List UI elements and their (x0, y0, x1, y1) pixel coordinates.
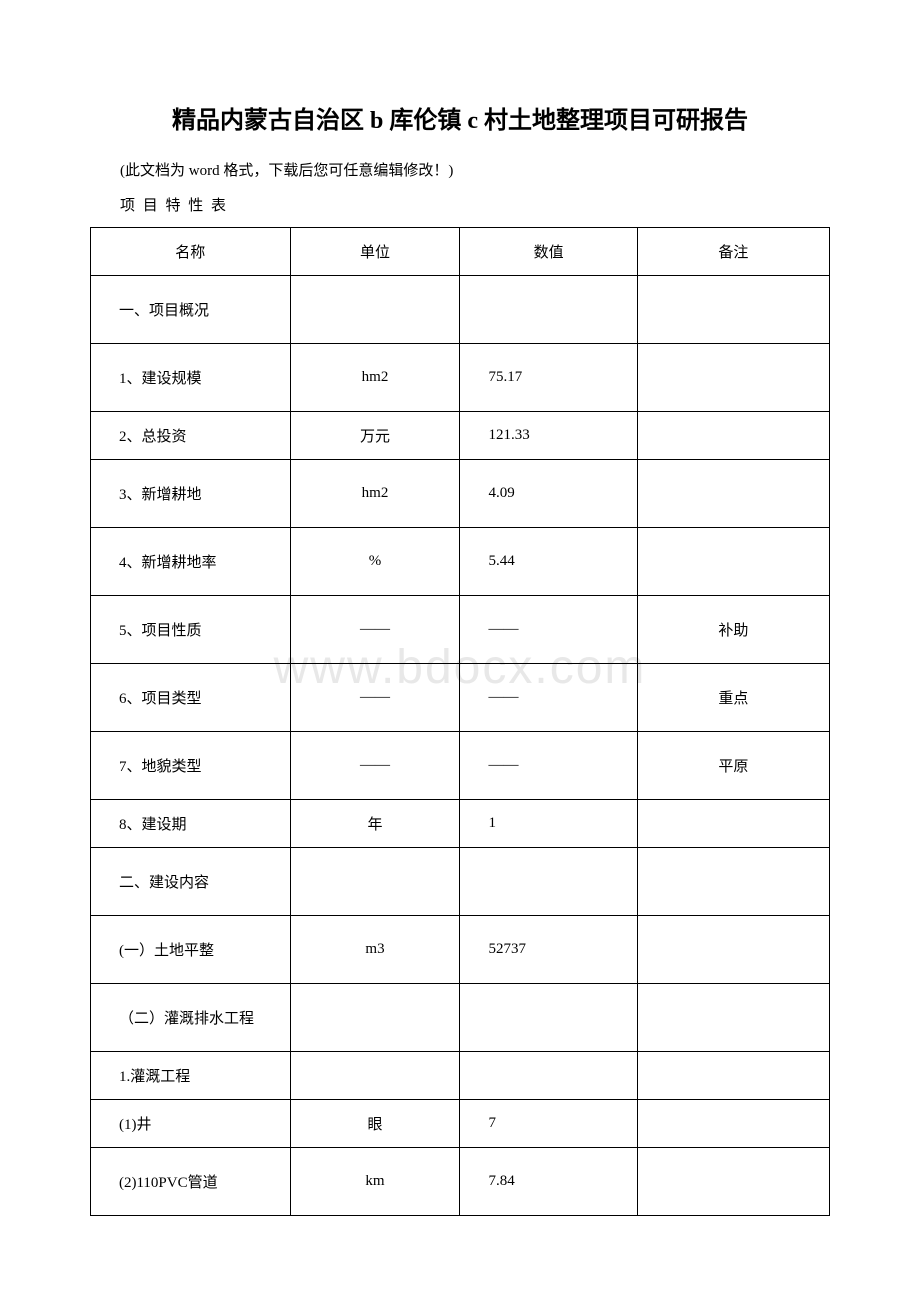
table-cell-name: (1)井 (91, 1100, 291, 1148)
table-cell-name: 6、项目类型 (91, 664, 291, 732)
table-cell-name: 1、建设规模 (91, 344, 291, 412)
table-cell-value: —— (460, 664, 637, 732)
table-cell-unit (290, 984, 460, 1052)
table-cell-note (637, 276, 829, 344)
table-cell-value: 75.17 (460, 344, 637, 412)
document-title: 精品内蒙古自治区 b 库伦镇 c 村土地整理项目可研报告 (90, 100, 830, 135)
table-cell-name: 2、总投资 (91, 412, 291, 460)
table-header-cell: 名称 (91, 228, 291, 276)
table-cell-name: 一、项目概况 (91, 276, 291, 344)
table-cell-name: 1.灌溉工程 (91, 1052, 291, 1100)
table-cell-value: 5.44 (460, 528, 637, 596)
table-cell-note (637, 848, 829, 916)
table-cell-note (637, 916, 829, 984)
table-cell-unit: 眼 (290, 1100, 460, 1148)
table-cell-value: 121.33 (460, 412, 637, 460)
table-header-cell: 单位 (290, 228, 460, 276)
document-content: 精品内蒙古自治区 b 库伦镇 c 村土地整理项目可研报告 (此文档为 word … (90, 100, 830, 1216)
table-cell-unit (290, 1052, 460, 1100)
table-row: (一）土地平整m352737 (91, 916, 830, 984)
table-cell-name: 4、新增耕地率 (91, 528, 291, 596)
table-row: 1.灌溉工程 (91, 1052, 830, 1100)
table-cell-unit: km (290, 1148, 460, 1216)
table-cell-value (460, 848, 637, 916)
table-cell-unit: 年 (290, 800, 460, 848)
table-row: 二、建设内容 (91, 848, 830, 916)
characteristics-table: 名称单位数值备注一、项目概况1、建设规模hm275.172、总投资万元121.3… (90, 227, 830, 1216)
table-cell-unit: hm2 (290, 460, 460, 528)
table-row: 8、建设期年1 (91, 800, 830, 848)
table-cell-unit: —— (290, 664, 460, 732)
table-cell-unit: hm2 (290, 344, 460, 412)
table-cell-note: 补助 (637, 596, 829, 664)
table-caption: 项 目 特 性 表 (90, 194, 830, 215)
table-row: （二）灌溉排水工程 (91, 984, 830, 1052)
document-subtitle: (此文档为 word 格式，下载后您可任意编辑修改！) (90, 159, 830, 180)
table-row: (2)110PVC管道km7.84 (91, 1148, 830, 1216)
table-cell-note (637, 1148, 829, 1216)
table-row: 6、项目类型————重点 (91, 664, 830, 732)
table-cell-value (460, 984, 637, 1052)
table-cell-value: 4.09 (460, 460, 637, 528)
table-cell-note (637, 344, 829, 412)
table-cell-unit: % (290, 528, 460, 596)
table-cell-note (637, 460, 829, 528)
table-row: (1)井眼7 (91, 1100, 830, 1148)
table-row: 7、地貌类型————平原 (91, 732, 830, 800)
table-cell-value (460, 1052, 637, 1100)
table-cell-note (637, 528, 829, 596)
table-cell-value: 7 (460, 1100, 637, 1148)
table-cell-name: 二、建设内容 (91, 848, 291, 916)
table-cell-name: 7、地貌类型 (91, 732, 291, 800)
table-cell-value: 7.84 (460, 1148, 637, 1216)
table-cell-name: (2)110PVC管道 (91, 1148, 291, 1216)
table-cell-value: —— (460, 596, 637, 664)
table-cell-unit: m3 (290, 916, 460, 984)
table-cell-note (637, 800, 829, 848)
table-cell-note (637, 984, 829, 1052)
table-cell-unit: 万元 (290, 412, 460, 460)
table-row: 2、总投资万元121.33 (91, 412, 830, 460)
table-header-row: 名称单位数值备注 (91, 228, 830, 276)
table-cell-value: 1 (460, 800, 637, 848)
table-cell-note (637, 412, 829, 460)
table-cell-value: 52737 (460, 916, 637, 984)
table-row: 1、建设规模hm275.17 (91, 344, 830, 412)
table-header-cell: 备注 (637, 228, 829, 276)
table-row: 一、项目概况 (91, 276, 830, 344)
table-cell-note (637, 1052, 829, 1100)
table-cell-value (460, 276, 637, 344)
table-cell-name: 8、建设期 (91, 800, 291, 848)
table-cell-unit (290, 848, 460, 916)
table-row: 4、新增耕地率%5.44 (91, 528, 830, 596)
table-row: 5、项目性质————补助 (91, 596, 830, 664)
table-cell-note: 重点 (637, 664, 829, 732)
table-cell-unit: —— (290, 596, 460, 664)
table-row: 3、新增耕地hm24.09 (91, 460, 830, 528)
table-cell-name: 5、项目性质 (91, 596, 291, 664)
table-cell-note (637, 1100, 829, 1148)
table-cell-name: 3、新增耕地 (91, 460, 291, 528)
table-cell-name: (一）土地平整 (91, 916, 291, 984)
table-header-cell: 数值 (460, 228, 637, 276)
table-cell-value: —— (460, 732, 637, 800)
table-cell-unit: —— (290, 732, 460, 800)
table-cell-name: （二）灌溉排水工程 (91, 984, 291, 1052)
table-cell-note: 平原 (637, 732, 829, 800)
table-cell-unit (290, 276, 460, 344)
